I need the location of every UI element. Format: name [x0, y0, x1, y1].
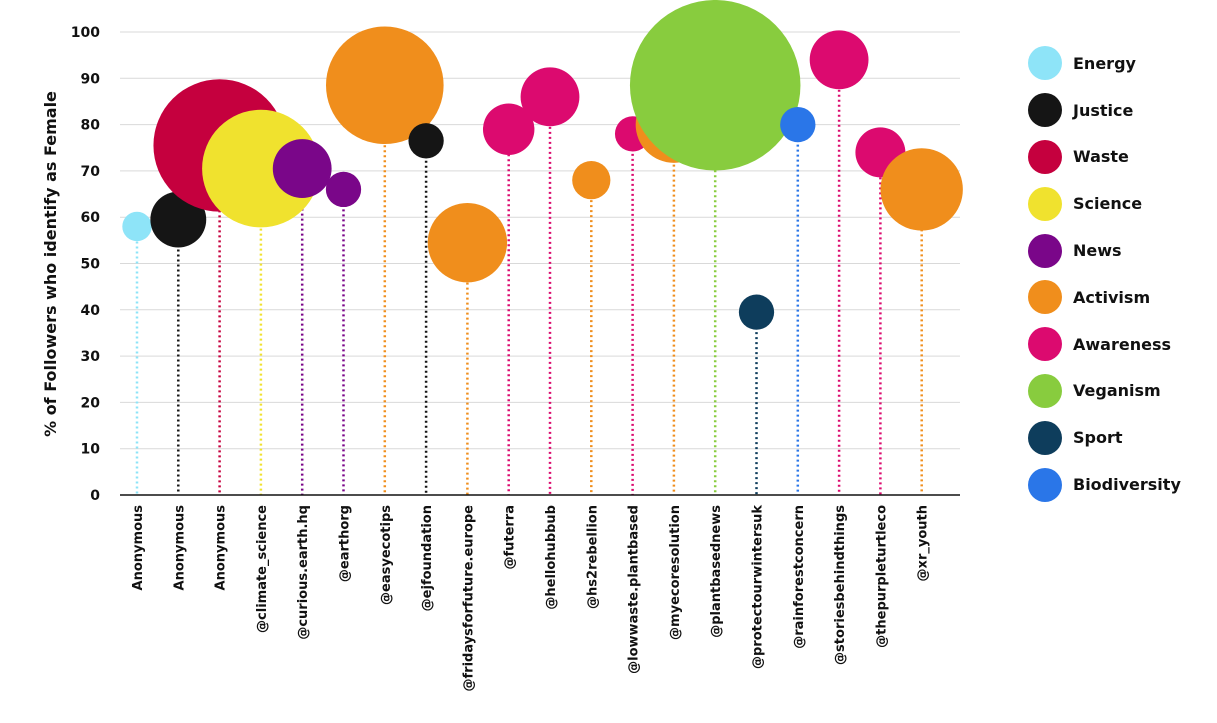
x-tick-label: @myecoresolution: [668, 505, 683, 640]
y-tick-label: 60: [81, 210, 101, 226]
bubble-justice: [408, 123, 444, 159]
x-tick-label: Anonymous: [172, 505, 187, 591]
legend-label: Justice: [1073, 100, 1134, 120]
bubble-awareness: [809, 30, 869, 90]
x-tick-label: @rainforestconcern: [792, 505, 807, 649]
bubble-awareness: [482, 103, 535, 155]
x-tick-label: @fridaysforfuture.europe: [461, 505, 476, 692]
legend-item-science: Science: [1028, 180, 1181, 227]
bubble-news: [272, 139, 332, 198]
legend-swatch: [1028, 373, 1062, 408]
legend-label: Awareness: [1073, 334, 1171, 354]
legend-swatch: [1028, 93, 1062, 128]
legend-item-awareness: Awareness: [1028, 321, 1181, 368]
legend: Energy Justice Waste Science News Activism Awa…: [1028, 40, 1181, 508]
bubble-energy: [122, 211, 152, 242]
x-tick-label: @climate_science: [255, 505, 270, 633]
legend-item-justice: Justice: [1028, 87, 1181, 134]
y-tick-label: 70: [81, 164, 101, 180]
legend-item-waste: Waste: [1028, 134, 1181, 181]
y-axis-label: % of Followers who identify as Female: [41, 91, 60, 437]
x-tick-label: @easyecotips: [379, 505, 394, 605]
bubble-veganism: [629, 0, 801, 171]
x-tick-label: Anonymous: [214, 505, 229, 591]
x-axis-ticks: Anonymous Anonymous Anonymous @climate_scie…: [131, 505, 931, 692]
legend-swatch: [1028, 139, 1062, 174]
y-tick-label: 0: [90, 488, 100, 504]
y-tick-label: 30: [81, 349, 101, 365]
y-tick-label: 100: [71, 25, 100, 41]
bubble-biodiversity: [780, 106, 816, 143]
y-tick-label: 40: [81, 303, 101, 319]
x-tick-label: @thepurpleturtleco: [874, 505, 889, 648]
legend-swatch: [1028, 280, 1062, 315]
y-tick-label: 20: [81, 395, 101, 411]
legend-item-biodiversity: Biodiversity: [1028, 461, 1181, 508]
y-tick-label: 10: [81, 442, 101, 458]
legend-swatch: [1028, 420, 1062, 455]
legend-swatch: [1028, 467, 1062, 502]
bubbles: [122, 0, 963, 330]
x-tick-label: @storiesbehindthings: [833, 505, 848, 665]
y-tick-label: 50: [81, 257, 101, 273]
bubble-activism: [427, 202, 508, 283]
legend-item-energy: Energy: [1028, 40, 1181, 87]
legend-item-sport: Sport: [1028, 414, 1181, 461]
legend-item-news: News: [1028, 227, 1181, 274]
legend-swatch: [1028, 186, 1062, 221]
x-tick-label: Anonymous: [131, 505, 146, 591]
x-tick-label: @futerra: [503, 505, 518, 570]
legend-label: Science: [1073, 194, 1143, 214]
legend-item-veganism: Veganism: [1028, 368, 1181, 415]
legend-swatch: [1028, 46, 1062, 81]
bubble-activism: [572, 161, 611, 200]
x-tick-label: @hellohubbub: [544, 505, 559, 610]
legend-label: Energy: [1073, 53, 1136, 73]
bubble-activism: [880, 148, 963, 231]
y-tick-label: 90: [81, 71, 101, 87]
bubble-news: [325, 171, 362, 208]
bubble-sport: [738, 294, 775, 330]
x-tick-label: @plantbasednews: [709, 505, 724, 638]
bubble-science: [202, 109, 320, 228]
legend-swatch: [1028, 233, 1062, 268]
x-tick-label: @protectourwintersuk: [751, 505, 766, 669]
legend-label: Veganism: [1073, 381, 1161, 401]
stems: [135, 59, 923, 495]
legend-label: Activism: [1073, 287, 1151, 307]
legend-label: Sport: [1073, 428, 1123, 448]
x-tick-label: @curious.earth.hq: [296, 505, 311, 640]
x-tick-label: @lowwaste.plantbased: [627, 505, 642, 674]
legend-label: Waste: [1073, 147, 1129, 167]
y-axis-ticks: 0 10 20 30 40 50 60 70 80 90 100: [71, 25, 100, 504]
y-tick-label: 80: [81, 118, 101, 134]
x-tick-label: @ejfoundation: [420, 505, 435, 611]
legend-item-activism: Activism: [1028, 274, 1181, 321]
x-tick-label: @earthorg: [338, 505, 353, 582]
x-tick-label: @hs2rebellion: [585, 505, 600, 609]
x-tick-label: @xr_youth: [916, 505, 931, 581]
bubble-activism: [326, 26, 444, 145]
bubble-awareness: [520, 67, 580, 127]
legend-label: News: [1073, 241, 1122, 261]
legend-label: Biodiversity: [1073, 475, 1181, 495]
legend-swatch: [1028, 327, 1062, 362]
